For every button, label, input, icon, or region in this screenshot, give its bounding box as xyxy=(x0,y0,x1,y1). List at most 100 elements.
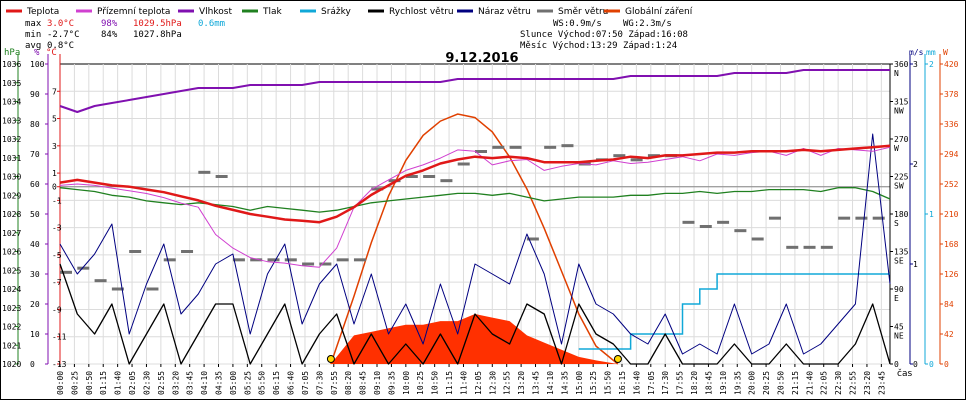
x-tick-label: 10:00 xyxy=(402,371,411,395)
series-wind-direction-point xyxy=(647,154,660,158)
x-tick-label: 23:45 xyxy=(877,371,886,395)
x-tick-label: 05:25 xyxy=(243,371,252,395)
series-wind-direction-point xyxy=(855,216,868,220)
wg-readout: WG:2.3m/s xyxy=(623,19,672,29)
wind-direction-tick-label: 360 xyxy=(894,60,909,69)
x-tick-label: 17:55 xyxy=(676,371,685,395)
humidity-tick-label: 70 xyxy=(30,150,40,159)
pressure-tick-label: 1032 xyxy=(2,135,21,144)
x-tick-label: 12:30 xyxy=(488,371,497,395)
series-wind-direction-point xyxy=(509,145,522,149)
humidity-tick-label: 50 xyxy=(30,210,40,219)
temperature-axis-label: °C xyxy=(46,48,57,58)
x-tick-label: 01:15 xyxy=(99,371,108,395)
temperature-tick-label: 5 xyxy=(52,115,57,124)
legend-label: Tlak xyxy=(262,7,283,17)
wind-direction-tick-label: 90 xyxy=(894,285,904,294)
wind-direction-name: NE xyxy=(894,332,904,341)
x-axis: 00:00 00:25 00:50 01:15 01:40 02:05 02:30 02:55… xyxy=(56,364,886,395)
x-tick-label: 18:45 xyxy=(704,371,713,395)
legend-label: Směr větru xyxy=(558,7,608,17)
x-tick-label: 15:50 xyxy=(604,371,613,395)
series-temperature xyxy=(59,144,891,224)
x-tick-label: 07:30 xyxy=(315,371,324,395)
wind-direction-tick-label: 315 xyxy=(894,98,909,107)
x-tick-label: 09:10 xyxy=(373,371,382,395)
series-wind-direction-point xyxy=(77,266,90,270)
pressure-tick-label: 1024 xyxy=(2,285,21,294)
series-wind-direction-point xyxy=(803,245,816,249)
x-tick-label: 23:20 xyxy=(863,371,872,395)
temperature-tick-label: -11 xyxy=(52,333,67,342)
max-temp: 3.0°C xyxy=(47,19,74,29)
temperature-tick-label: -5 xyxy=(52,251,62,260)
x-tick-label: 21:15 xyxy=(791,371,800,395)
series-wind-direction-point xyxy=(129,250,142,253)
x-tick-label: 15:00 xyxy=(575,371,584,395)
temperature-tick-label: 0 xyxy=(52,183,57,192)
wind-direction-name: SW xyxy=(894,182,904,191)
humidity-tick-label: 30 xyxy=(30,270,40,279)
radiation-axis-label: W xyxy=(943,48,948,57)
radiation-tick-label: 168 xyxy=(944,240,959,249)
humidity-axis-label: % xyxy=(34,48,40,58)
series-wind-direction-point xyxy=(699,225,712,228)
wind-direction-name: E xyxy=(894,294,899,303)
series-humidity xyxy=(59,69,890,113)
humidity-tick-label: 100 xyxy=(30,60,45,69)
pressure-tick-label: 1022 xyxy=(2,323,21,332)
x-tick-label: 11:40 xyxy=(459,371,468,395)
series-wind-direction-point xyxy=(544,145,557,149)
radiation-tick-label: 378 xyxy=(944,90,959,99)
series-wind-direction-point xyxy=(457,162,470,166)
series-wind-direction-point xyxy=(820,245,833,249)
x-tick-label: 05:00 xyxy=(229,371,238,395)
series-wind-direction-point xyxy=(146,287,159,291)
series-wind-direction-point xyxy=(302,262,315,266)
x-tick-label: 09:35 xyxy=(387,371,396,395)
x-tick-label: 16:40 xyxy=(632,371,641,395)
wind-direction-tick-label: 225 xyxy=(894,173,909,182)
stats-block: max 3.0°C 98% 1029.5hPa 0.6mm min -2.7°C… xyxy=(25,19,688,51)
sun-marker xyxy=(613,355,622,363)
x-tick-label: 16:15 xyxy=(618,371,627,395)
sun-marker xyxy=(326,355,335,363)
radiation-tick-label: 42 xyxy=(944,330,954,339)
x-tick-label: 22:05 xyxy=(820,371,829,395)
pressure-tick-label: 1027 xyxy=(2,229,21,238)
legend-label: Rychlost větru xyxy=(389,7,454,17)
radiation-tick-label: 84 xyxy=(944,300,954,309)
radiation-tick-label: 336 xyxy=(944,120,959,129)
x-tick-label: 07:05 xyxy=(301,371,310,395)
humidity-tick-label: 10 xyxy=(30,330,40,339)
x-tick-label: 17:05 xyxy=(647,371,656,395)
wind-direction-name: N xyxy=(894,69,899,78)
series-wind-direction-point xyxy=(232,258,245,262)
x-tick-label: 01:40 xyxy=(114,371,123,395)
series-wind-direction-point xyxy=(198,170,211,174)
rain-tick-label: 1 xyxy=(929,210,934,219)
wind-speed-tick-label: 3 xyxy=(913,60,918,69)
wind-direction-tick-label: 135 xyxy=(894,248,909,257)
series-wind-direction-point xyxy=(838,216,851,220)
wind-direction-tick-label: 270 xyxy=(894,135,909,144)
x-tick-label: 03:45 xyxy=(186,371,195,395)
pressure-tick-label: 1026 xyxy=(2,248,21,257)
x-tick-label: 02:30 xyxy=(142,371,151,395)
x-tick-label: 00:00 xyxy=(56,371,65,395)
series-wind-direction-point xyxy=(751,237,764,241)
x-tick-label: 08:45 xyxy=(359,371,368,395)
temperature-tick-label: -7 xyxy=(52,278,62,287)
radiation-tick-label: 252 xyxy=(944,180,959,189)
pressure-tick-label: 1025 xyxy=(2,266,21,275)
rain-tick-label: 0 xyxy=(929,360,934,369)
series-wind-direction-point xyxy=(613,154,626,158)
temperature-tick-label: -3 xyxy=(52,224,62,233)
x-tick-label: 06:40 xyxy=(287,371,296,395)
x-tick-label: 21:40 xyxy=(805,371,814,395)
legend-label: Náraz větru xyxy=(478,7,531,17)
max-press: 1029.5hPa xyxy=(133,19,182,29)
x-tick-label: 08:20 xyxy=(344,371,353,395)
pressure-tick-label: 1033 xyxy=(2,116,21,125)
